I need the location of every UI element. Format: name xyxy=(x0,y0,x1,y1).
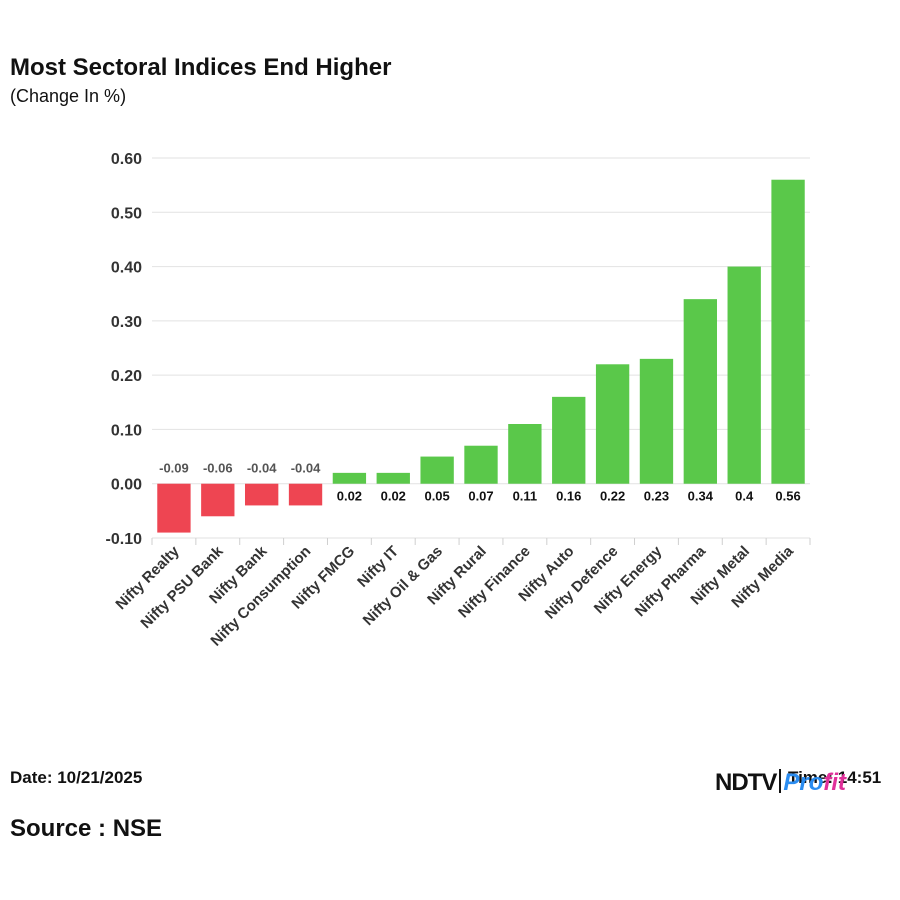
y-tick-label: 0.00 xyxy=(111,477,142,494)
y-tick-label: 0.30 xyxy=(111,314,142,331)
bar-nifty-finance xyxy=(508,424,542,484)
bar-nifty-bank xyxy=(244,483,279,506)
y-axis-ticks: 0.60 0.50 0.40 0.30 0.20 0.10 0.00 -0.10 xyxy=(106,151,143,548)
bar-nifty-metal xyxy=(727,266,761,484)
data-label: -0.09 xyxy=(159,461,189,476)
chart-title: Most Sectoral Indices End Higher xyxy=(10,54,392,81)
source-text: Source : NSE xyxy=(10,815,163,842)
data-label: -0.04 xyxy=(291,461,321,476)
y-tick-label: 0.40 xyxy=(111,260,142,277)
data-label: -0.04 xyxy=(247,461,277,476)
data-label: 0.22 xyxy=(600,489,625,504)
data-label: 0.23 xyxy=(644,489,669,504)
data-label: 0.02 xyxy=(381,489,406,504)
logo-divider xyxy=(779,769,782,793)
data-labels: -0.09 -0.06 -0.04 -0.04 0.02 0.02 0.05 0.07 0.11… xyxy=(159,461,801,504)
data-label: 0.56 xyxy=(775,489,800,504)
bar-nifty-rural xyxy=(464,445,498,484)
x-tick-label: Nifty Oil & Gas xyxy=(360,543,446,629)
data-label: -0.06 xyxy=(203,461,233,476)
data-label: 0.11 xyxy=(513,489,538,504)
data-label: 0.05 xyxy=(424,489,449,504)
data-label: 0.16 xyxy=(556,489,581,504)
bar-nifty-media xyxy=(771,179,805,484)
bar-nifty-realty xyxy=(157,483,191,533)
y-tick-label: -0.10 xyxy=(106,531,143,548)
y-tick-label: 0.50 xyxy=(111,205,142,222)
bar-nifty-energy xyxy=(639,358,674,484)
chart-subtitle: (Change In %) xyxy=(10,86,127,106)
bar-nifty-oil-gas xyxy=(420,456,454,484)
y-tick-label: 0.10 xyxy=(111,422,142,439)
bar-nifty-psu-bank xyxy=(201,483,235,517)
bar-nifty-it xyxy=(376,472,410,484)
logo-profit-text: Profit xyxy=(783,769,846,796)
logo-profit-part-a: Pro xyxy=(783,769,824,796)
bars xyxy=(157,179,805,533)
data-label: 0.34 xyxy=(688,489,714,504)
bar-nifty-auto xyxy=(552,396,586,484)
y-tick-label: 0.60 xyxy=(111,151,142,168)
logo-ndtv-text: NDTV xyxy=(715,769,777,796)
bar-nifty-defence xyxy=(595,364,630,484)
logo-profit-part-b: fit xyxy=(823,769,847,796)
data-label: 0.02 xyxy=(337,489,362,504)
bar-chart: 0.600.500.400.300.200.100.00-0.10 -0.09-… xyxy=(106,151,811,650)
date-text: Date: 10/21/2025 xyxy=(10,768,143,787)
bar-nifty-consumption xyxy=(288,483,323,506)
bar-nifty-fmcg xyxy=(332,472,367,484)
time-text: Time: 14:51 xyxy=(788,768,882,787)
y-tick-label: 0.20 xyxy=(111,368,142,385)
bar-nifty-pharma xyxy=(683,299,718,484)
data-label: 0.07 xyxy=(468,489,493,504)
data-label: 0.4 xyxy=(735,489,754,504)
ndtv-profit-logo: NDTV Profit xyxy=(715,768,846,798)
